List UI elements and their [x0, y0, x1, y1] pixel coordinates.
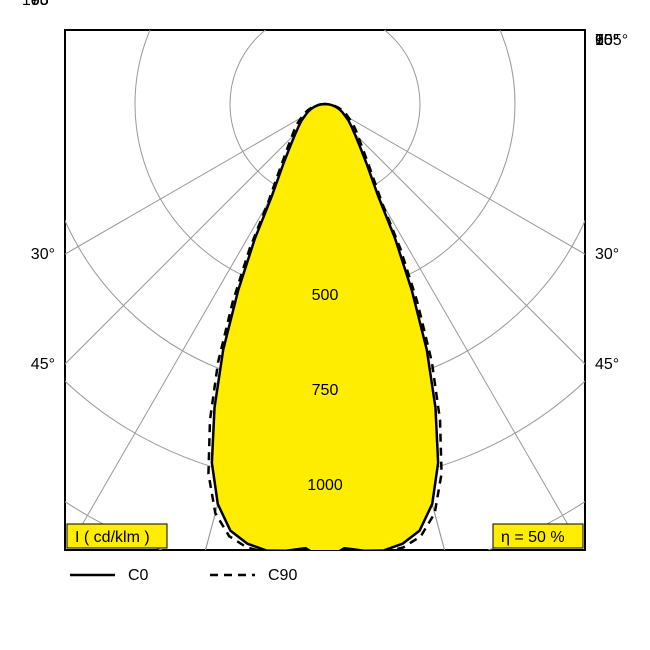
angle-label-right: 105°	[595, 32, 628, 49]
ring-label: 500	[312, 287, 339, 304]
photometric-polar-chart: 500750100030°30°45°45°60°60°75°75°90°90°…	[0, 0, 650, 650]
ring-label: 750	[312, 382, 339, 399]
badge-left-text: I ( cd/klm )	[75, 529, 150, 546]
legend-label: C90	[268, 567, 297, 584]
badge-right-text: η = 50 %	[501, 529, 565, 546]
ring-label: 1000	[307, 477, 343, 494]
legend-label: C0	[128, 567, 149, 584]
angle-label-left: 30°	[31, 246, 55, 263]
angle-label-right: 45°	[595, 356, 619, 373]
angle-label-left: 45°	[31, 356, 55, 373]
angle-label-right: 30°	[595, 246, 619, 263]
angle-label-left: 105°	[22, 0, 55, 9]
